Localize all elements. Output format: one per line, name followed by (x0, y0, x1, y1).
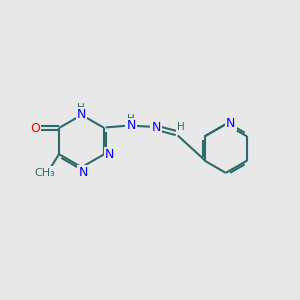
Text: N: N (105, 148, 114, 161)
Text: N: N (78, 166, 88, 179)
Text: N: N (126, 119, 136, 132)
Text: H: H (127, 114, 134, 124)
Text: N: N (152, 121, 161, 134)
Text: N: N (77, 108, 86, 122)
Text: N: N (226, 117, 236, 130)
Text: O: O (30, 122, 40, 134)
Text: H: H (77, 103, 85, 113)
Text: H: H (177, 122, 185, 132)
Text: CH₃: CH₃ (34, 168, 55, 178)
